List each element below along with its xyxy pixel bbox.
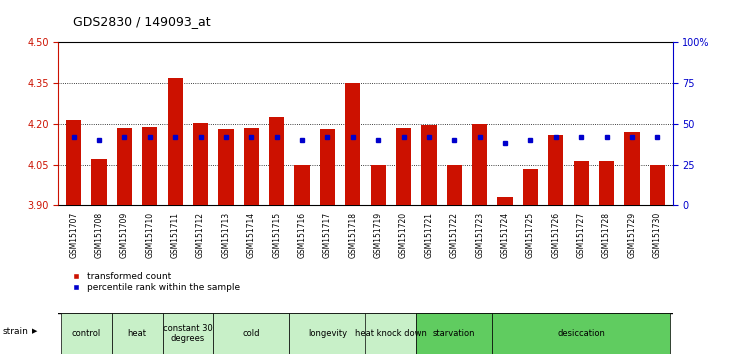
Text: strain: strain [3,327,29,336]
Bar [320,129,335,205]
Bar [396,128,411,205]
Bar [269,117,284,205]
Bar [447,165,462,205]
Bar [295,165,310,205]
Bar [289,313,366,354]
Text: desiccation: desiccation [557,329,605,338]
Legend: transformed count, percentile rank within the sample: transformed count, percentile rank withi… [63,268,244,295]
Bar [162,313,213,354]
Bar [345,83,360,205]
Bar [523,169,538,205]
Bar [219,129,234,205]
Bar [243,128,259,205]
Bar [624,132,640,205]
Bar [366,313,416,354]
Text: control: control [72,329,101,338]
Bar [650,165,665,205]
Bar [213,313,289,354]
Text: longevity: longevity [308,329,347,338]
Text: starvation: starvation [433,329,476,338]
Bar [371,165,386,205]
Text: GDS2830 / 149093_at: GDS2830 / 149093_at [73,15,211,28]
Bar [548,135,564,205]
Bar [493,313,670,354]
Bar [574,160,588,205]
Bar [193,122,208,205]
Text: cold: cold [243,329,260,338]
Text: ▶: ▶ [32,329,37,335]
Bar [599,160,614,205]
Bar [91,159,107,205]
Bar [472,124,488,205]
Bar [167,78,183,205]
Text: heat knock down: heat knock down [355,329,427,338]
Text: heat: heat [128,329,147,338]
Bar [421,125,436,205]
Bar [61,313,112,354]
Bar [143,127,157,205]
Bar [117,128,132,205]
Bar [416,313,493,354]
Bar [497,197,512,205]
Bar [66,120,81,205]
Text: constant 30
degrees: constant 30 degrees [163,324,213,343]
Bar [112,313,162,354]
